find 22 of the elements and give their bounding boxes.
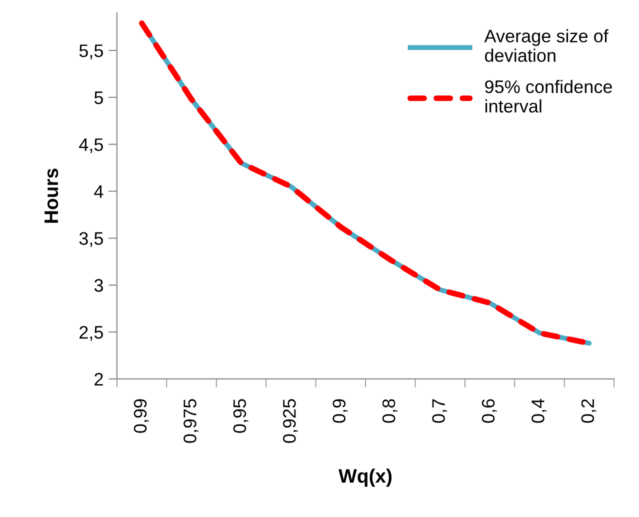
x-tick-label: 0,6 [482, 399, 497, 423]
x-tick-label: 0,925 [283, 399, 298, 443]
x-tick-label: 0,99 [134, 399, 149, 433]
y-tick-label: 3,5 [79, 232, 103, 248]
y-tick-label: 5 [94, 92, 103, 104]
y-tick-label: 4 [94, 185, 104, 198]
x-axis-title: Wq(x) [338, 468, 392, 487]
legend-label: 95% confidence interval [485, 80, 612, 113]
x-tick-label: 0,7 [432, 399, 448, 423]
y-tick-label: 4,5 [79, 138, 103, 154]
x-tick-label: 0,4 [532, 398, 546, 423]
y-tick-label: 2 [94, 372, 103, 386]
x-tick-label: 0,9 [332, 399, 348, 423]
y-tick-label: 3 [94, 279, 103, 292]
x-tick-label: 0,975 [184, 399, 198, 443]
legend-label: Average size of deviation [484, 29, 608, 62]
x-tick-label: 0,95 [233, 399, 248, 433]
x-tick-label: 0,8 [382, 399, 398, 423]
y-tick-label: 5,5 [79, 44, 103, 60]
x-tick-label: 0,2 [581, 399, 596, 423]
y-axis-title: Hours [44, 168, 58, 223]
y-tick-label: 2,5 [80, 326, 103, 341]
